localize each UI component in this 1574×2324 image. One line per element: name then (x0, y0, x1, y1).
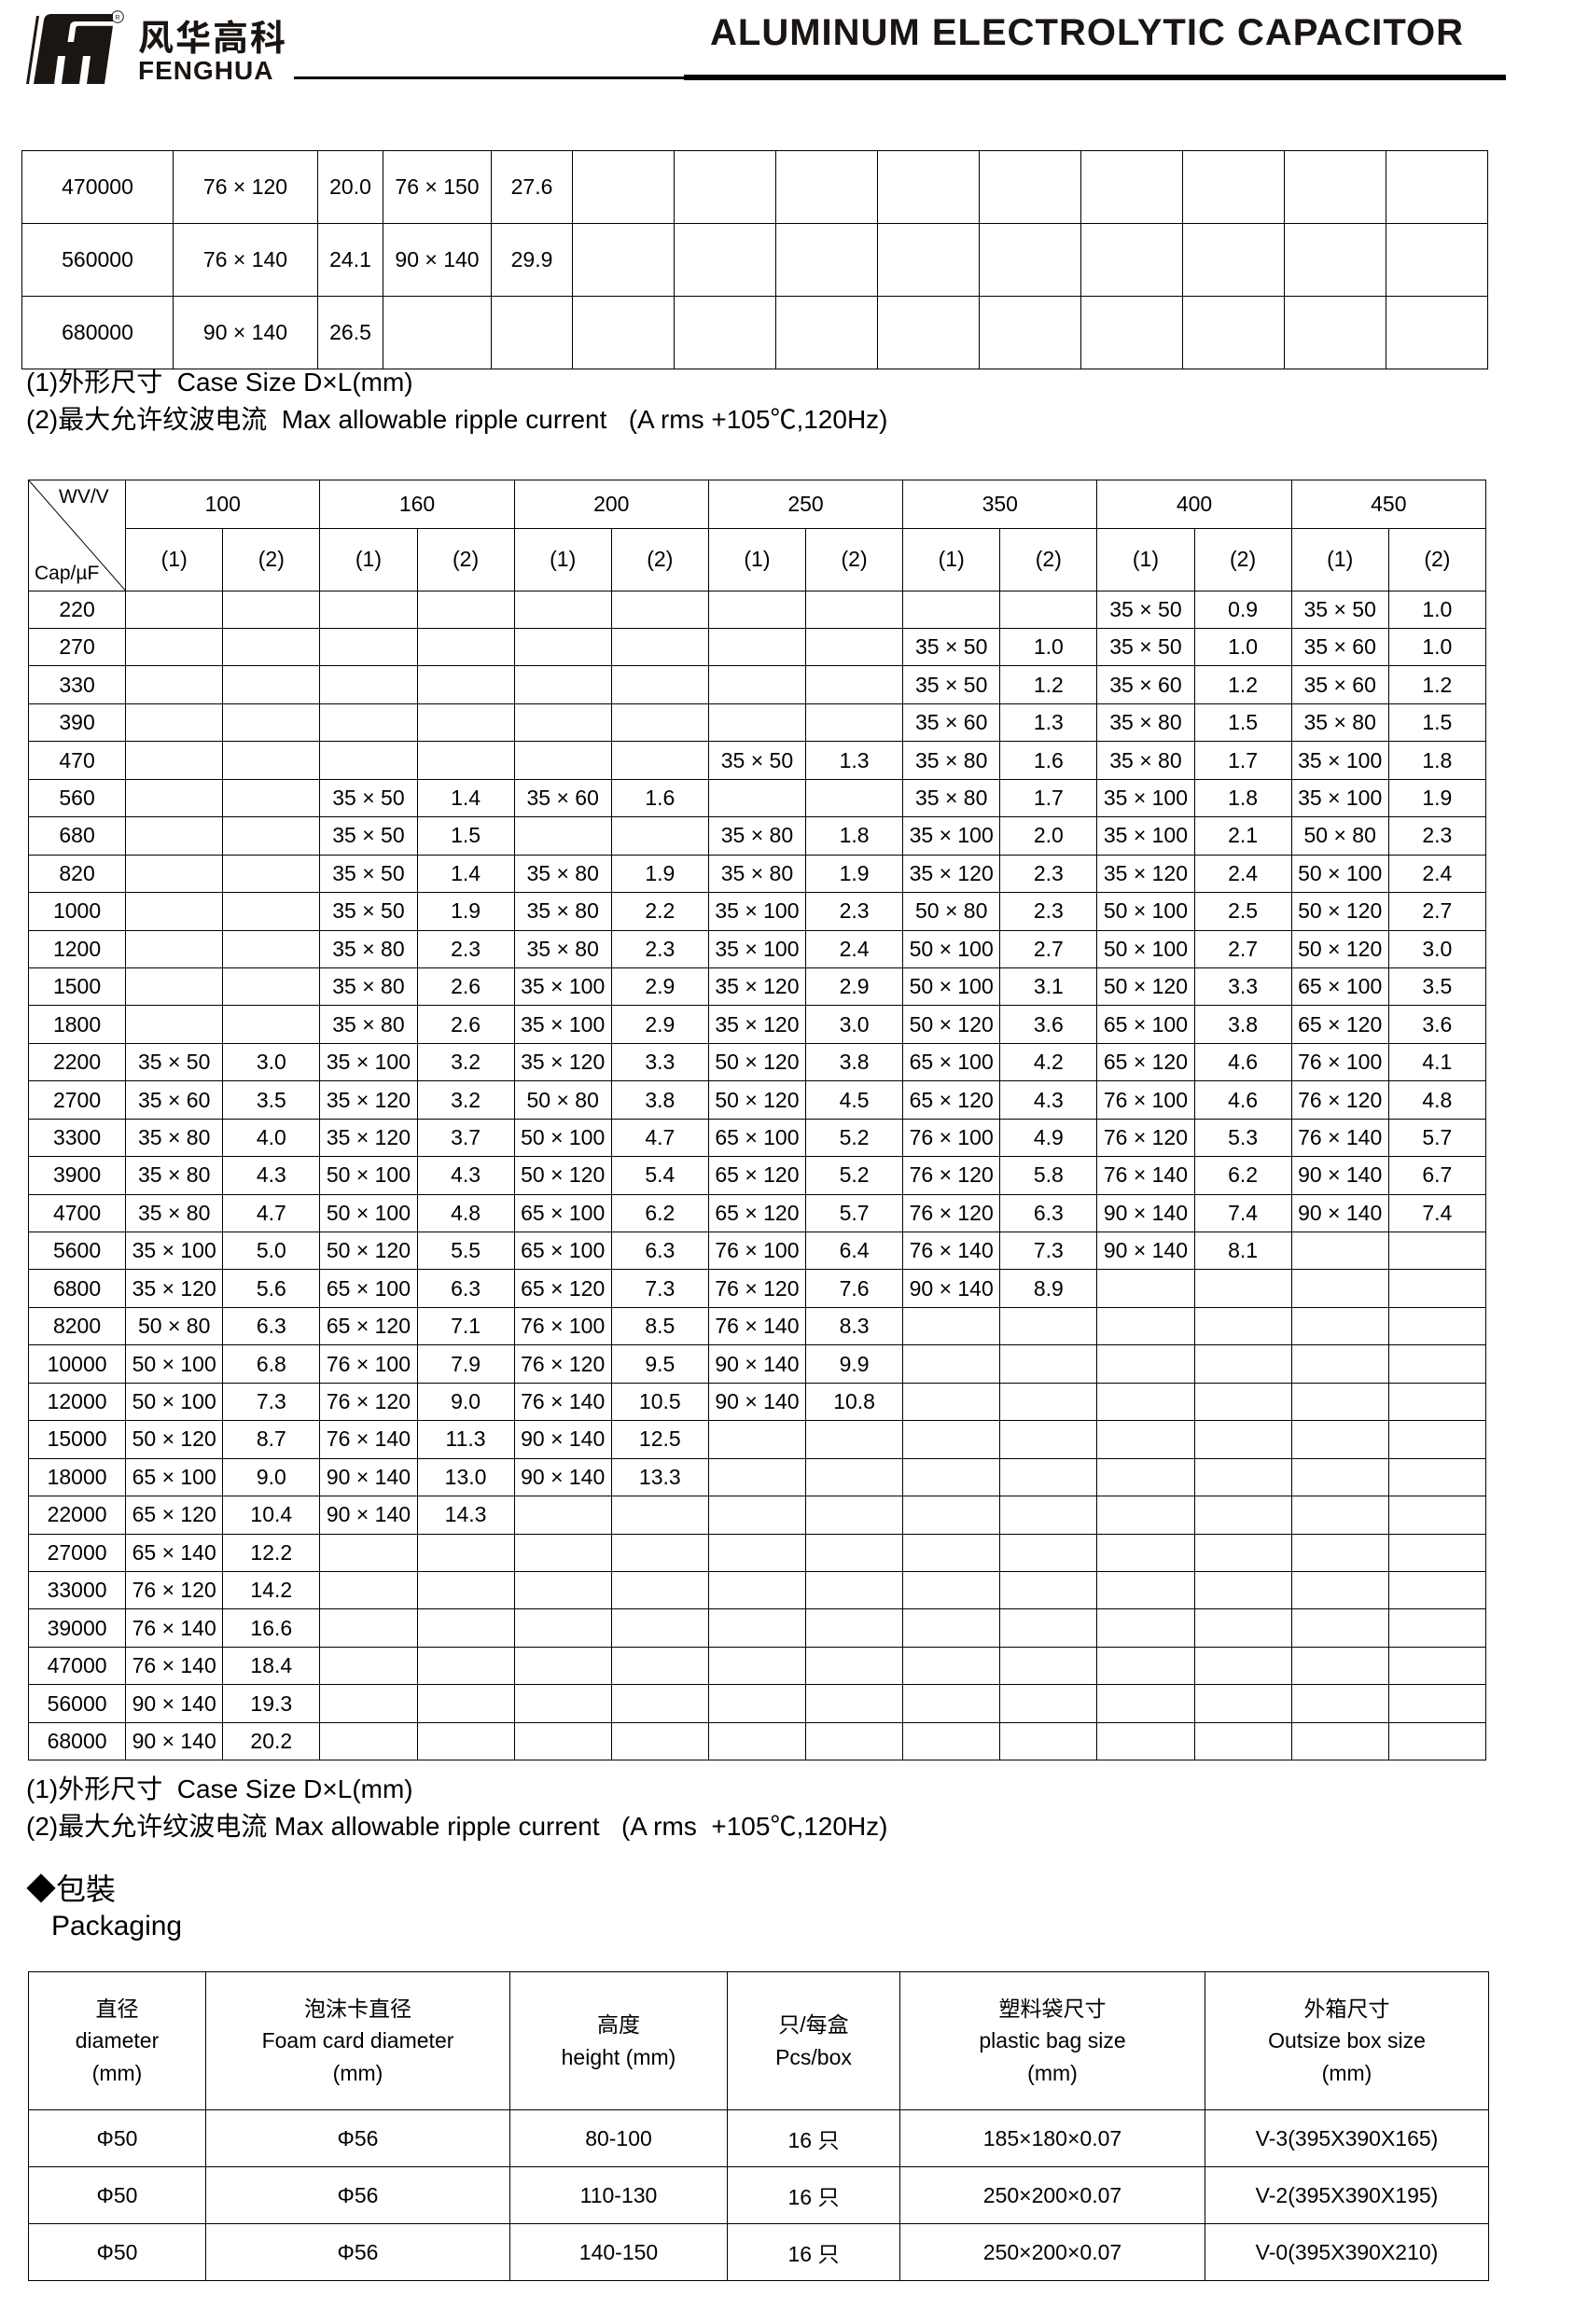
svg-text:R: R (115, 15, 119, 21)
